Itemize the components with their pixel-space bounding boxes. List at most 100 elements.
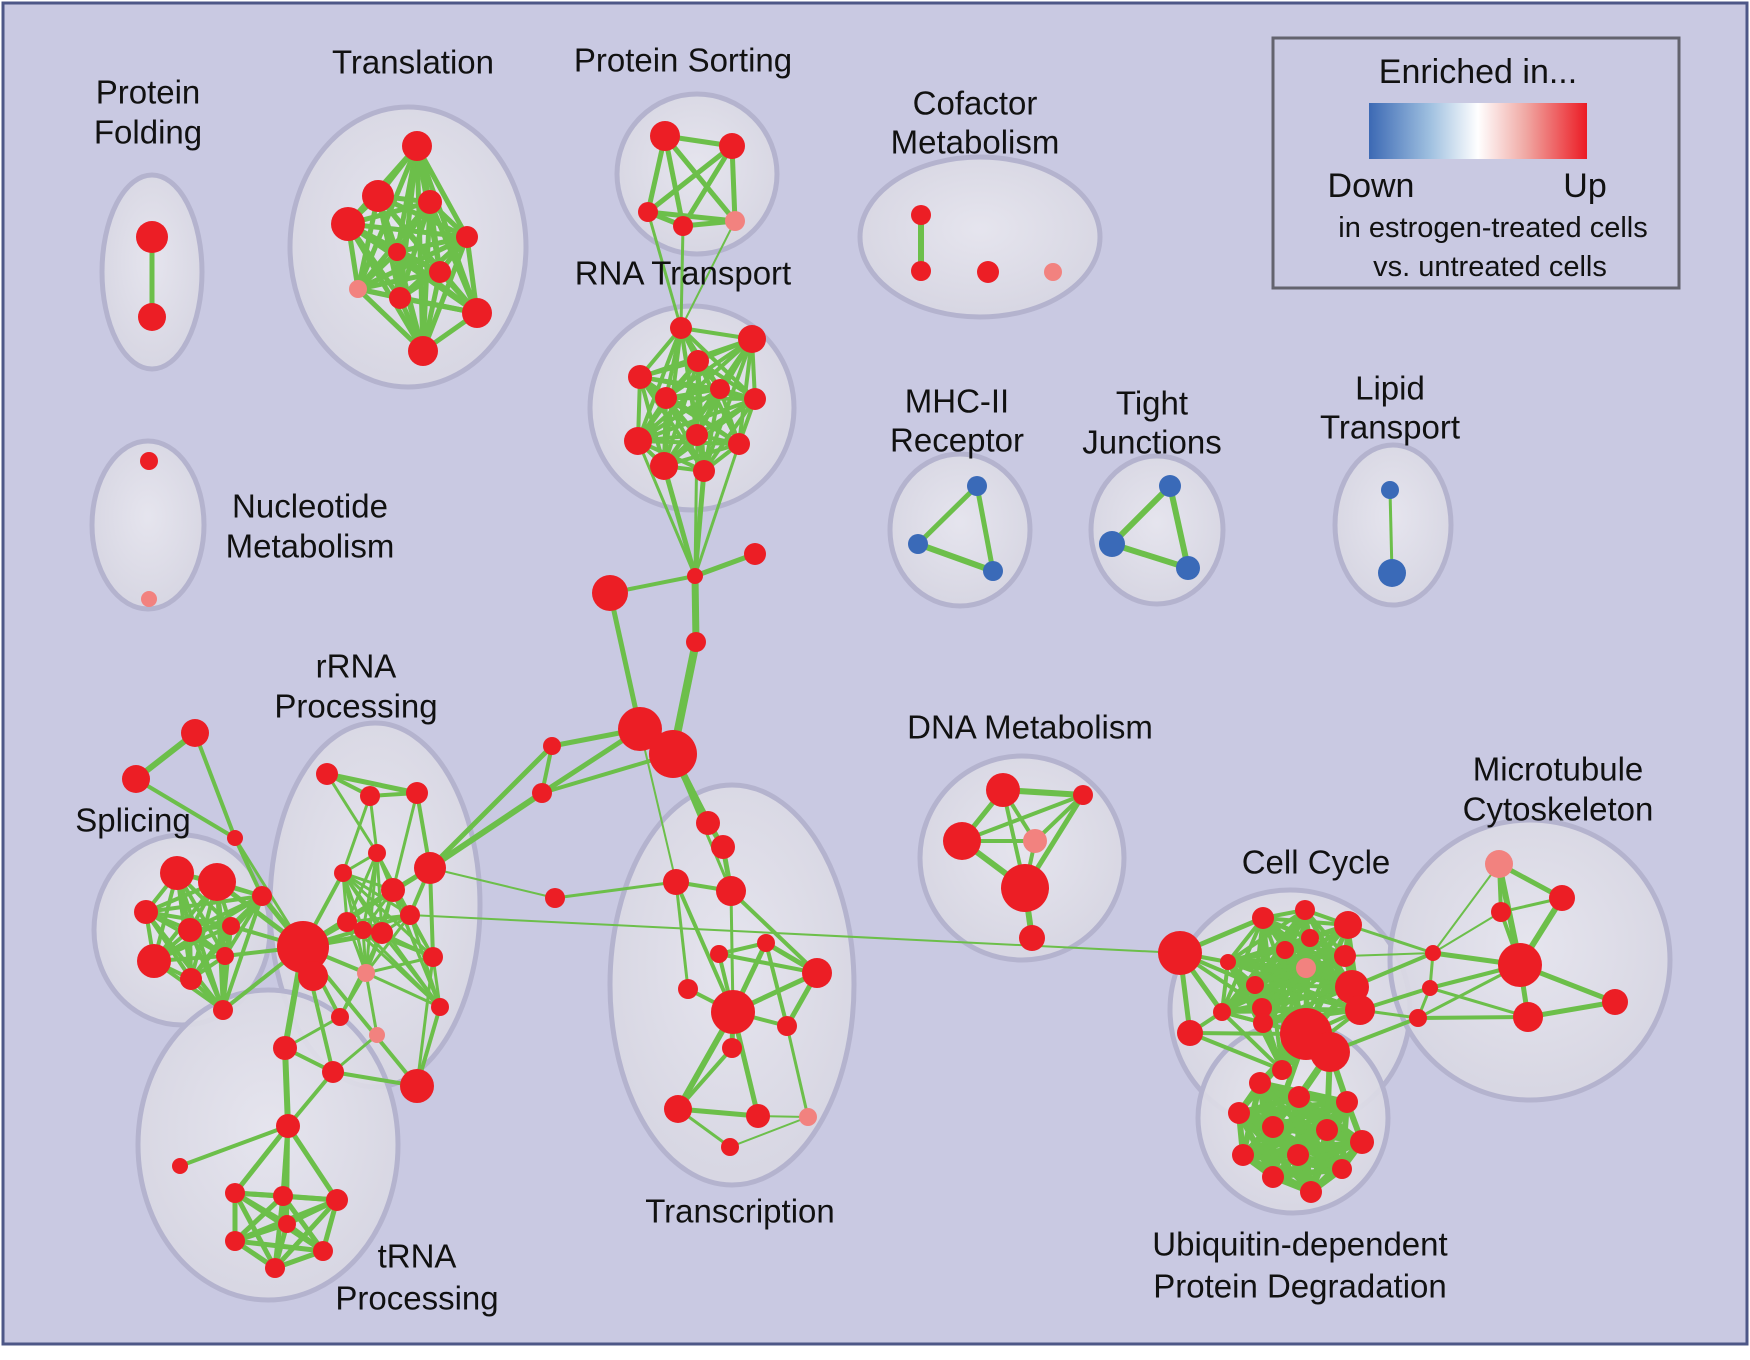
node-cc10 <box>1220 954 1236 970</box>
legend-box <box>1271 36 1681 290</box>
node-cc4 <box>1334 911 1362 939</box>
node-rr1 <box>316 763 338 785</box>
node-sp6 <box>252 886 272 906</box>
node-tj3 <box>1176 556 1200 580</box>
network-edge <box>718 952 818 975</box>
cluster-label-trna-processing-line1: tRNA <box>378 1238 457 1275</box>
network-edge <box>357 269 441 292</box>
node-jr1 <box>1425 945 1441 961</box>
cluster-ellipse-dna-metabolism <box>917 753 1127 963</box>
node-u1 <box>1249 1072 1271 1094</box>
network-edge <box>702 338 754 472</box>
network-edge <box>1167 485 1191 569</box>
node-cc5 <box>1301 929 1319 947</box>
network-edge <box>223 894 264 958</box>
node-u10 <box>1262 1166 1284 1188</box>
node-d4 <box>1023 829 1047 853</box>
node-th0 <box>276 1114 300 1138</box>
node-lt1 <box>1381 481 1399 499</box>
network-edge <box>691 575 700 643</box>
node-cc1 <box>1158 931 1202 975</box>
network-edge <box>637 397 756 443</box>
node-tl <box>172 1158 188 1174</box>
node-cf4 <box>1044 263 1062 281</box>
node-rrbig <box>400 1069 434 1103</box>
network-edge <box>152 894 264 963</box>
node-t9 <box>389 287 411 309</box>
node-u7 <box>1350 1130 1374 1154</box>
node-rr6 <box>381 878 405 902</box>
cluster-label-lipid-transport-line2: Transport <box>1320 409 1460 446</box>
cluster-label-ubiquitin-degradation-line2: Protein Degradation <box>1153 1268 1447 1305</box>
cluster-label-rrna-processing-line2: Processing <box>274 688 437 725</box>
cluster-label-nucleotide-metabolism-line1: Nucleotide <box>232 488 388 525</box>
node-rr10 <box>371 922 393 944</box>
node-d3 <box>943 822 981 860</box>
node-sp1 <box>160 856 194 890</box>
cluster-label-tight-junctions-line1: Tight <box>1116 385 1188 422</box>
network-edge <box>282 1047 291 1127</box>
network-edge <box>1189 1031 1283 1072</box>
node-ps4 <box>673 216 693 236</box>
network-edge <box>702 397 757 473</box>
network-edge <box>639 728 677 883</box>
cluster-label-rrna-processing-line1: rRNA <box>316 648 397 685</box>
node-tx3 <box>663 869 689 895</box>
node-rr11 <box>400 905 420 925</box>
cluster-label-dna-metabolism: DNA Metabolism <box>907 709 1153 746</box>
network-edge <box>674 881 735 1013</box>
node-mt1 <box>1485 850 1513 878</box>
network-edge <box>680 220 736 329</box>
node-t4 <box>331 207 365 241</box>
node-t7 <box>429 261 451 283</box>
cluster-label-lipid-transport-line1: Lipid <box>1355 370 1425 407</box>
node-rt10 <box>728 433 750 455</box>
node-t5 <box>456 226 478 248</box>
network-edge <box>409 914 1181 954</box>
node-rr17 <box>423 947 443 967</box>
cluster-label-microtubule-cytoskeleton-line2: Cytoskeleton <box>1463 791 1654 828</box>
cluster-ellipse-tight-junctions <box>1088 453 1226 607</box>
network-edge <box>1344 952 1434 957</box>
cluster-ellipse-cofactor-metabolism <box>857 154 1103 320</box>
node-nm2 <box>141 591 157 607</box>
network-edge <box>1109 483 1173 547</box>
node-cc9 <box>1246 976 1264 994</box>
legend-caption-line2: vs. untreated cells <box>1373 251 1607 283</box>
legend-caption-line1: in estrogen-treated cells <box>1338 212 1648 244</box>
node-u5 <box>1262 1116 1284 1138</box>
network-edge <box>1432 863 1500 954</box>
network-edge <box>647 209 736 224</box>
node-cc3 <box>1295 900 1315 920</box>
node-h7 <box>278 1215 296 1233</box>
node-t8 <box>349 280 367 298</box>
network-edge <box>662 135 686 227</box>
node-jr <box>744 543 766 565</box>
node-jr3 <box>1409 1009 1427 1027</box>
network-edge <box>285 1124 340 1202</box>
network-edge <box>193 732 237 839</box>
network-edge <box>764 942 789 1027</box>
node-bl2 <box>592 575 628 611</box>
node-tri1 <box>122 765 150 793</box>
network-edge <box>664 396 741 446</box>
network-edge <box>663 134 737 223</box>
node-cf1 <box>911 205 931 225</box>
node-h2 <box>273 1186 293 1206</box>
node-tx12 <box>664 1095 692 1123</box>
node-jr2 <box>1422 980 1438 996</box>
network-edge <box>285 1125 290 1225</box>
cluster-label-protein-sorting: Protein Sorting <box>574 42 792 79</box>
network-edge <box>693 434 699 577</box>
node-u11 <box>1332 1159 1352 1179</box>
cluster-label-protein-folding-line2: Folding <box>94 114 202 151</box>
node-sp10 <box>213 1000 233 1020</box>
cluster-label-trna-processing-line2: Processing <box>335 1280 498 1317</box>
node-u3 <box>1336 1091 1358 1113</box>
node-cc6 <box>1276 941 1294 959</box>
network-edge <box>396 234 468 255</box>
network-edge <box>144 910 225 1012</box>
node-rt2 <box>738 325 766 353</box>
